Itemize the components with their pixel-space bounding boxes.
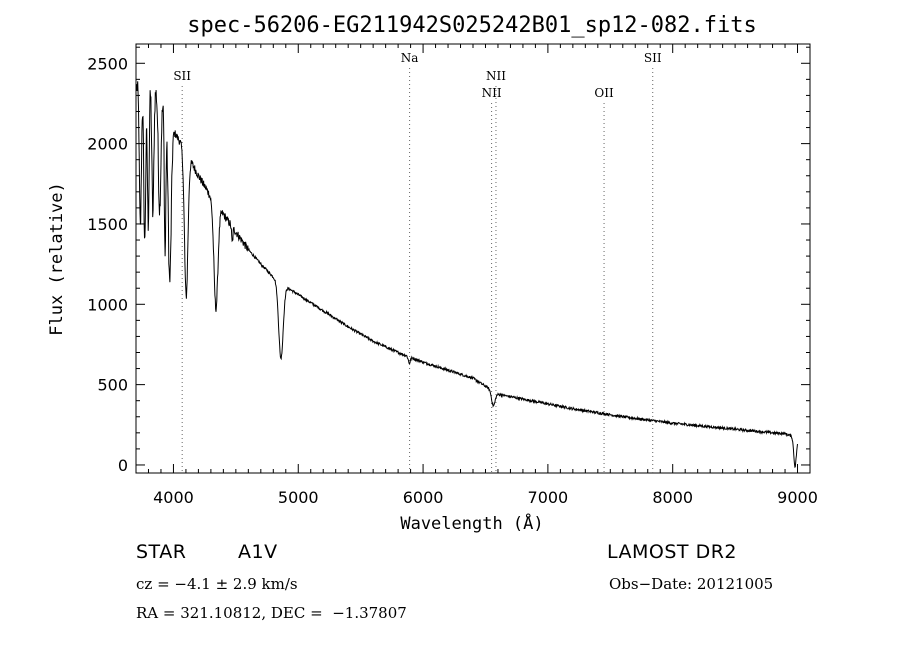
axis-ticks (135, 44, 811, 473)
spectral-line-label: NII (486, 69, 506, 83)
redshift-cz: cz = −4.1 ± 2.9 km/s (136, 575, 298, 593)
y-tick-label: 500 (97, 376, 128, 395)
axis-tick-labels: 4000 5000 6000 7000 8000 9000 0 500 1000 1500 2000… (87, 54, 818, 507)
y-tick-label: 2500 (87, 54, 128, 73)
coordinates: RA = 321.10812, DEC = −1.37807 (136, 604, 407, 622)
object-subclass: A1V (238, 541, 278, 563)
x-axis-label: Wavelength (Å) (400, 512, 543, 534)
x-tick-label: 9000 (777, 488, 818, 507)
spectral-line-label: SII (644, 51, 662, 65)
y-tick-label: 2000 (87, 135, 128, 154)
spectral-line-label: SII (173, 69, 191, 83)
spectral-line-label: NII (482, 86, 502, 100)
x-tick-label: 4000 (153, 488, 194, 507)
plot-frame (135, 43, 811, 474)
y-tick-label: 1500 (87, 215, 128, 234)
spectral-line-label: OII (594, 86, 614, 100)
observation-date: Obs−Date: 20121005 (609, 575, 774, 593)
spectral-line-label: Na (401, 51, 419, 65)
x-tick-label: 6000 (403, 488, 444, 507)
spectrum-line (136, 81, 798, 469)
chart-title: spec-56206-EG211942S025242B01_sp12-082.f… (187, 13, 757, 38)
x-tick-label: 8000 (652, 488, 693, 507)
object-type: STAR (136, 541, 187, 563)
y-tick-label: 1000 (87, 295, 128, 314)
y-tick-label: 0 (118, 456, 128, 475)
x-tick-label: 5000 (278, 488, 319, 507)
x-tick-label: 7000 (528, 488, 569, 507)
survey-name: LAMOST DR2 (607, 541, 737, 563)
y-axis-label: Flux (relative) (47, 182, 67, 336)
